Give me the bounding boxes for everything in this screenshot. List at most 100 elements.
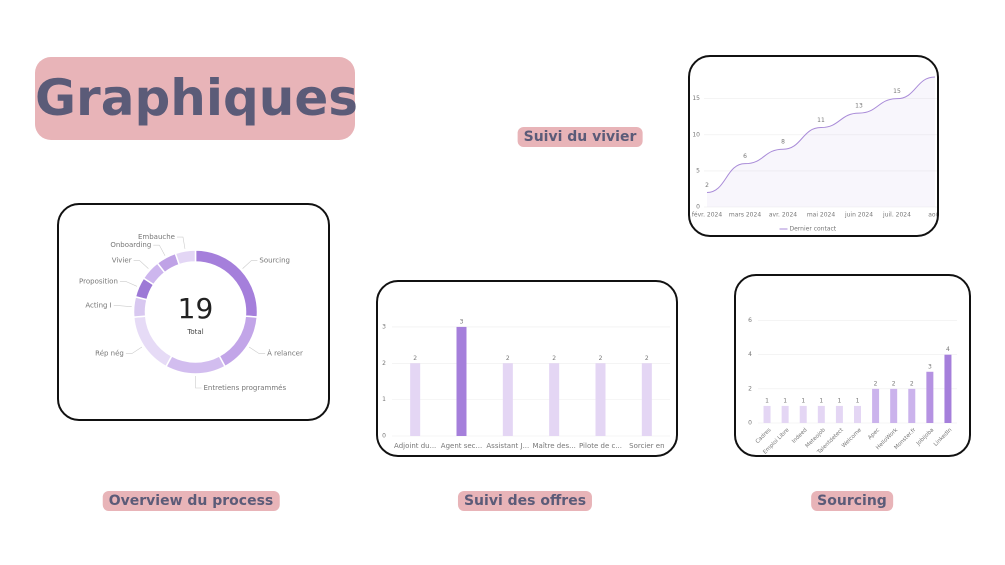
x-tick-label: avr. 2024 [769,212,797,219]
data-label: 1 [765,397,769,404]
x-tick-label: juil. 2024 [882,212,911,219]
x-tick-label: LinkedIn [933,427,954,448]
data-label: 13 [855,103,863,110]
leader-line [195,376,202,389]
donut-slice [174,249,197,266]
chart-title: Sourcing [811,491,893,511]
data-label: 2 [645,355,649,362]
x-tick-label: Pilote de c... [579,442,622,450]
y-tick-label: 6 [748,317,752,324]
chart: Sourcing À relancer Entretiens programmés R… [79,233,303,392]
x-tick-label: Assistant J... [486,442,529,450]
leader-line [242,260,258,269]
y-tick-label: 1 [382,396,386,403]
y-tick-label: 5 [696,167,700,174]
data-label: 11 [817,117,825,124]
chart-card: 0 5 10 15 févr. 2024 mars 2024 avr. 2024 mai 20… [688,55,939,237]
chart-card: 0 2 4 6 1 Cadres 1 Emploi Libre 1 Indeed 1 Meteojob… [734,274,971,457]
leader-line [119,281,138,287]
chart-title: Overview du process [102,491,280,511]
bar [502,363,513,436]
chart-title: Suivi des offres [457,491,593,511]
chart-card: 0 1 2 3 2 Adjoint du... 3 Agent sec... 2 Assistan… [376,280,678,457]
data-label: 6 [743,153,747,160]
leader-line [125,346,143,354]
y-tick-label: 3 [382,323,386,330]
donut-slice [164,354,227,375]
slice-label: Vivier [112,257,132,265]
leader-line [133,260,149,269]
legend-label: Dernier contact [790,226,837,233]
slice-label: Sourcing [259,257,290,265]
slice-label: À relancer [267,349,303,358]
total-label: Total [186,328,203,336]
bar [781,405,789,423]
x-tick-label: févr. 2024 [692,212,723,219]
data-label: 1 [837,397,841,404]
chart-title: Suivi du vivier [517,127,643,147]
y-tick-label: 2 [382,360,386,367]
y-tick-label: 10 [692,131,700,138]
x-tick-label: mai 2024 [807,212,836,219]
data-label: 2 [910,380,914,387]
slice-label: Embauche [138,233,175,241]
slice-label: Acting I [85,302,111,310]
x-tick-label: Indeed [791,427,809,445]
bar [410,363,421,436]
data-label: 1 [801,397,805,404]
x-tick-label: août [928,212,937,219]
bar [926,371,934,423]
data-label: 15 [893,88,901,95]
data-label: 1 [819,397,823,404]
bar [763,405,771,423]
x-tick-label: Jobijoba [915,427,935,447]
slice-label: Entretiens programmés [204,384,287,392]
heading: Graphiques [35,57,358,140]
x-tick-label: mars 2024 [729,212,761,219]
bar [456,326,467,436]
bar [854,405,861,423]
slice-label: Proposition [79,277,118,285]
chart-card: Sourcing À relancer Entretiens programmés R… [57,203,330,421]
leader-line [113,305,132,308]
data-label: 2 [892,380,896,387]
slice-label: Rép nég [95,350,124,358]
data-label: 3 [460,318,464,325]
data-label: 2 [506,355,510,362]
leader-line [248,346,266,354]
y-tick-label: 2 [748,385,752,392]
bar [641,363,652,436]
x-tick-label: Adjoint du... [394,442,436,450]
x-tick-label: Apec [867,427,881,441]
data-label: 1 [856,397,860,404]
data-label: 4 [946,346,950,353]
data-label: 8 [781,139,785,146]
leader-line [176,236,186,249]
bar [890,388,898,423]
data-label: 2 [705,182,709,189]
total-value: 19 [178,292,214,325]
data-label: 2 [552,355,556,362]
data-label: 2 [874,380,878,387]
bar [799,405,807,423]
bar [835,405,843,423]
bar [908,388,916,423]
data-label: 1 [783,397,787,404]
line [706,76,936,194]
bar [872,388,880,423]
chart: 0 5 10 15 févr. 2024 mars 2024 avr. 2024 mai 20… [692,76,937,233]
x-tick-label: Sorcier en [629,442,664,450]
bar [595,363,606,436]
y-tick-label: 0 [382,433,386,440]
bar [944,354,952,423]
chart: 0 1 2 3 2 Adjoint du... 3 Agent sec... 2 Assistan… [382,318,670,450]
y-tick-label: 0 [696,204,700,211]
bar [817,405,825,423]
area [707,77,935,207]
donut-slice [218,315,259,368]
slice-label: Onboarding [110,241,151,249]
donut-slice [132,315,173,368]
bar [549,363,560,436]
